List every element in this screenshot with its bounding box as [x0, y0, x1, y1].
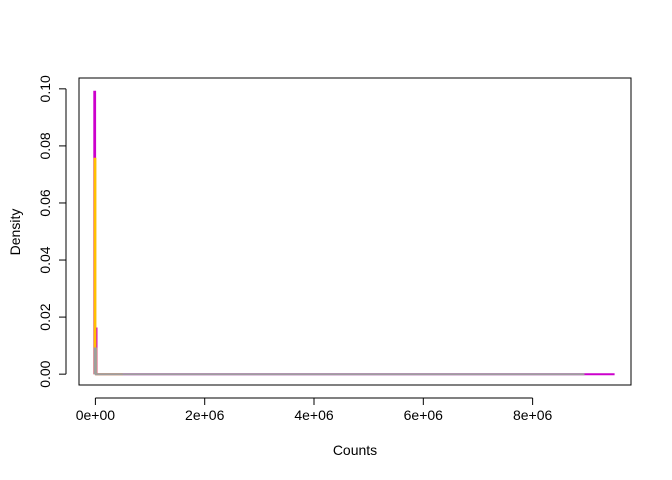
density-line-2 — [93, 157, 123, 376]
x-tick-label: 0e+00 — [76, 407, 116, 423]
y-tick-label: 0.06 — [37, 189, 53, 216]
y-axis-title: Density — [7, 209, 23, 256]
x-axis: 0e+00 2e+06 4e+06 6e+06 8e+06 — [76, 397, 553, 423]
density-line-3 — [93, 347, 585, 376]
density-line-1 — [93, 90, 615, 376]
y-tick-label: 0.08 — [37, 132, 53, 159]
series-layer — [93, 90, 615, 376]
x-tick-label: 4e+06 — [294, 407, 334, 423]
x-tick-label: 2e+06 — [185, 407, 225, 423]
y-tick-label: 0.10 — [37, 75, 53, 102]
x-tick-label: 6e+06 — [404, 407, 444, 423]
y-tick-label: 0.00 — [37, 360, 53, 387]
x-axis-title: Counts — [333, 442, 377, 458]
x-tick-label: 8e+06 — [513, 407, 553, 423]
plot-frame — [78, 77, 632, 386]
y-tick-label: 0.04 — [37, 246, 53, 273]
y-axis: 0.00 0.02 0.04 0.06 0.08 0.10 — [37, 75, 67, 388]
y-tick-label: 0.02 — [37, 303, 53, 330]
